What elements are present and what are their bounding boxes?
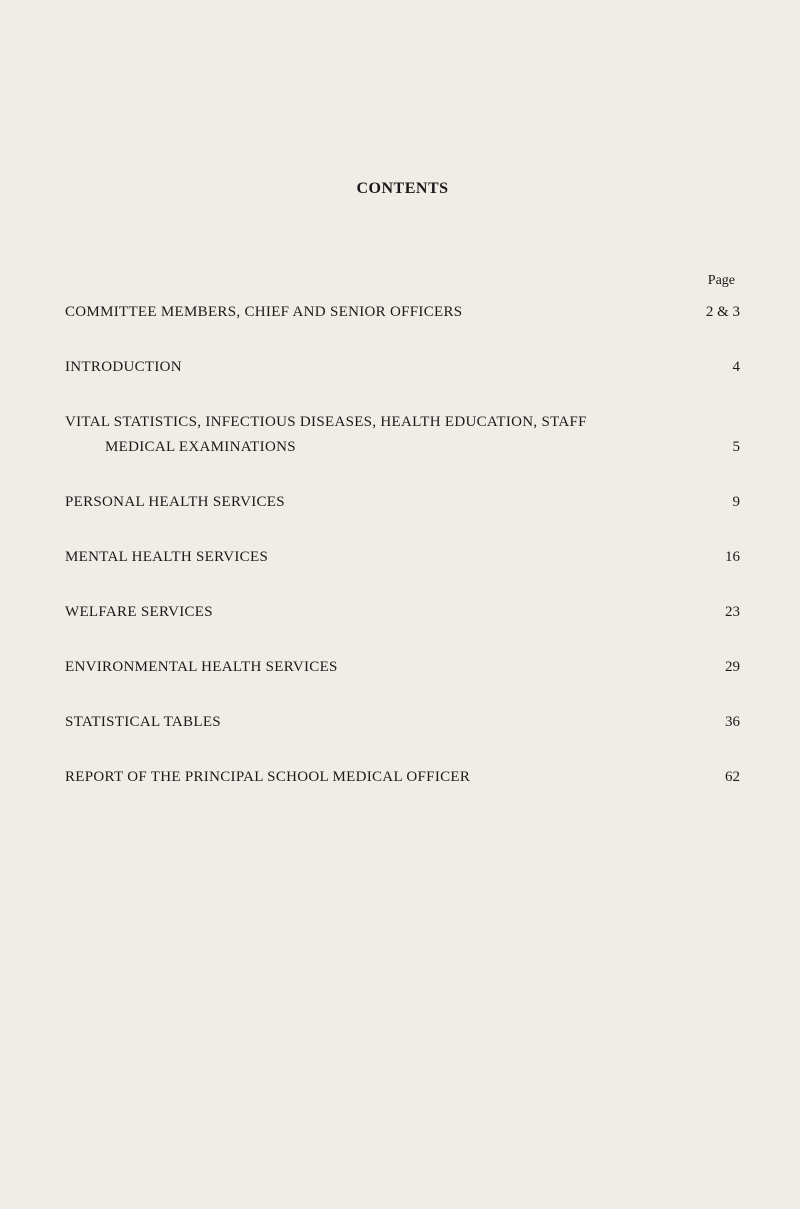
toc-entry: WELFARE SERVICES 23 [65, 604, 740, 621]
toc-entry-text-line2: MEDICAL EXAMINATIONS [105, 439, 296, 456]
toc-entry-text: MENTAL HEALTH SERVICES [65, 549, 268, 566]
toc-entry-page: 62 [695, 769, 740, 786]
toc-entry-page: 29 [695, 659, 740, 676]
toc-entry-text: PERSONAL HEALTH SERVICES [65, 494, 285, 511]
toc-entry-page: 2 & 3 [695, 304, 740, 321]
page-column-header: Page [65, 273, 740, 289]
toc-entry-text: ENVIRONMENTAL HEALTH SERVICES [65, 659, 338, 676]
toc-entry: INTRODUCTION 4 [65, 359, 740, 376]
toc-entry: COMMITTEE MEMBERS, CHIEF AND SENIOR OFFI… [65, 304, 740, 321]
toc-entry-text: REPORT OF THE PRINCIPAL SCHOOL MEDICAL O… [65, 769, 470, 786]
toc-entry: ENVIRONMENTAL HEALTH SERVICES 29 [65, 659, 740, 676]
toc-entry-page: 9 [695, 494, 740, 511]
toc-entry: MENTAL HEALTH SERVICES 16 [65, 549, 740, 566]
toc-entry-text: COMMITTEE MEMBERS, CHIEF AND SENIOR OFFI… [65, 304, 462, 321]
document-page: CONTENTS Page COMMITTEE MEMBERS, CHIEF A… [0, 0, 800, 884]
toc-entry-page: 23 [695, 604, 740, 621]
toc-entry: PERSONAL HEALTH SERVICES 9 [65, 494, 740, 511]
toc-entry-text: STATISTICAL TABLES [65, 714, 221, 731]
toc-entry-text-line1: VITAL STATISTICS, INFECTIOUS DISEASES, H… [65, 414, 740, 431]
toc-entry-page: 4 [695, 359, 740, 376]
toc-entry: REPORT OF THE PRINCIPAL SCHOOL MEDICAL O… [65, 769, 740, 786]
toc-entry-page: 36 [695, 714, 740, 731]
toc-entry-text: WELFARE SERVICES [65, 604, 213, 621]
toc-entry-page: 5 [695, 439, 740, 456]
toc-entry-text: INTRODUCTION [65, 359, 182, 376]
toc-entry-page: 16 [695, 549, 740, 566]
contents-title: CONTENTS [65, 180, 740, 198]
toc-entry: STATISTICAL TABLES 36 [65, 714, 740, 731]
toc-entry: VITAL STATISTICS, INFECTIOUS DISEASES, H… [65, 414, 740, 456]
